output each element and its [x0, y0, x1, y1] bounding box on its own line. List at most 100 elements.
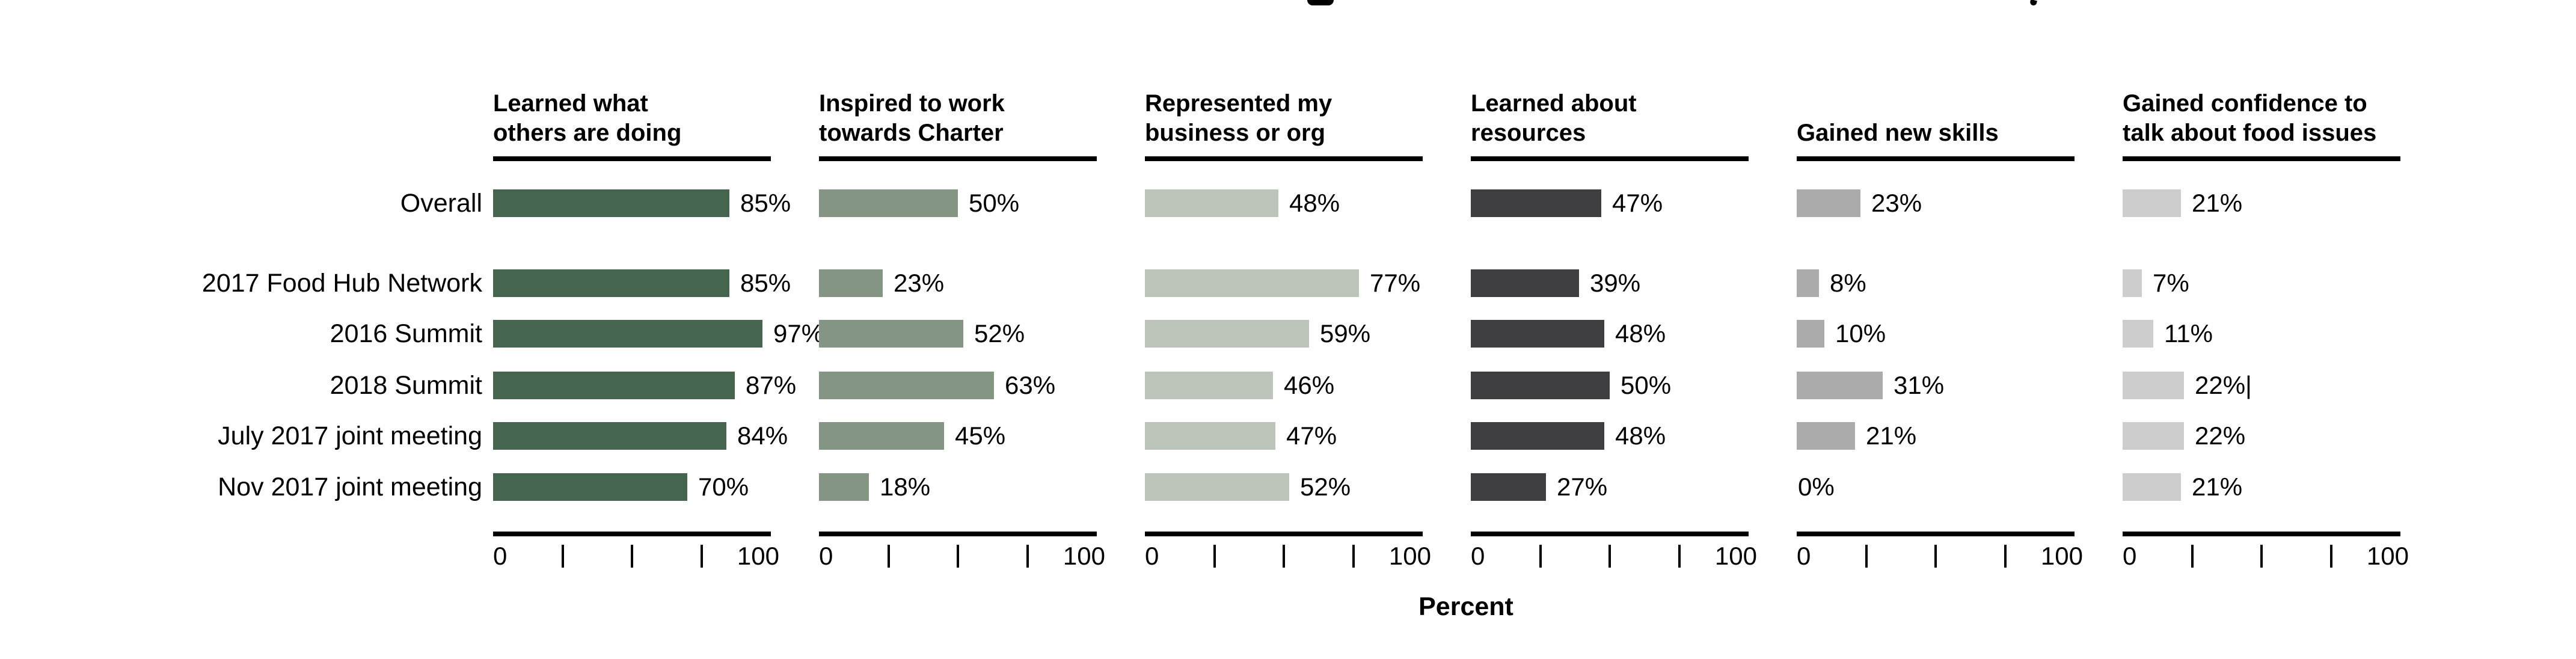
panel-header-line: others are doing: [493, 120, 682, 146]
row-label: Nov 2017 joint meeting: [218, 473, 482, 501]
bar-value-label: 77%: [1370, 269, 1421, 297]
panel-5: Gained new skills 23% 8% 10% 31% 21% 0% 0 100: [1797, 0, 2083, 659]
panel-header-rule: [2123, 156, 2400, 161]
bar-value-label: 21%: [2192, 189, 2243, 217]
panel-header-rule: [819, 156, 1097, 161]
axis-tick: [2004, 545, 2007, 568]
bar-value-label: 23%: [1871, 189, 1922, 217]
axis-line: [493, 532, 771, 536]
axis-line: [1145, 532, 1423, 536]
axis-min-label: 0: [1797, 542, 1811, 570]
bar-value-label: 87%: [746, 371, 797, 399]
panel-6: Gained confidence to talk about food issu…: [2123, 0, 2409, 659]
bar: [1797, 189, 1860, 217]
bar: [1797, 372, 1883, 399]
axis-tick: [1283, 545, 1285, 568]
axis-tick: [562, 545, 564, 568]
bar: [2123, 372, 2184, 399]
panel-header: Learned about resources: [1471, 89, 1856, 148]
bar: [1471, 372, 1610, 399]
bar: [819, 269, 883, 297]
bar: [493, 189, 729, 217]
row-label: 2016 Summit: [330, 319, 482, 348]
bar-value-label: 47%: [1612, 189, 1663, 217]
bar-value-label: 85%: [740, 269, 791, 297]
bar-value-label: 23%: [894, 269, 945, 297]
axis-max-label: 100: [1714, 542, 1757, 570]
axis-tick: [957, 545, 959, 568]
axis-tick: [888, 545, 890, 568]
row-label: Overall: [400, 189, 482, 218]
panel-header-line: Inspired to work: [819, 90, 1005, 117]
axis-min-label: 0: [1471, 542, 1485, 570]
panel-header-line: Gained new skills: [1797, 120, 1999, 146]
row-label: July 2017 joint meeting: [218, 421, 482, 450]
panel-header-line: business or org: [1145, 120, 1326, 146]
bar-value-label: 11%: [2164, 319, 2213, 348]
bar-value-label: 52%: [1300, 473, 1351, 501]
bar-value-label: 27%: [1557, 473, 1608, 501]
axis-max-label: 100: [1388, 542, 1431, 570]
bar-value-label: 70%: [698, 473, 749, 501]
axis-tick: [701, 545, 703, 568]
bar-value-label: 50%: [969, 189, 1020, 217]
bar-value-label: 21%: [2192, 473, 2243, 501]
panel-header: Gained confidence to talk about food issu…: [2123, 89, 2507, 148]
axis-line: [819, 532, 1097, 536]
bar: [1471, 189, 1601, 217]
bar: [493, 422, 726, 450]
axis-max-label: 100: [1063, 542, 1105, 570]
bar: [1797, 422, 1855, 450]
panel-header-rule: [493, 156, 771, 161]
panel-header-line: resources: [1471, 120, 1586, 146]
axis-tick: [1865, 545, 1868, 568]
axis-tick: [1352, 545, 1355, 568]
panel-3: Represented my business or org 48% 77% 59% 46…: [1145, 0, 1431, 659]
bar: [1471, 269, 1579, 297]
bar-value-label: 21%: [1866, 421, 1917, 450]
axis-max-label: 100: [2040, 542, 2083, 570]
axis-tick: [2330, 545, 2332, 568]
bar: [493, 372, 735, 399]
bar-value-label: 22%|: [2195, 371, 2252, 399]
axis-tick: [1026, 545, 1029, 568]
axis-tick: [1213, 545, 1216, 568]
bar-value-label: 31%: [1894, 371, 1945, 399]
bar: [819, 189, 958, 217]
axis-line: [1797, 532, 2075, 536]
bar-value-label: 39%: [1590, 269, 1641, 297]
bar-value-label: 48%: [1615, 319, 1666, 348]
panel-header-line: talk about food issues: [2123, 120, 2377, 146]
axis-tick: [1678, 545, 1681, 568]
bar: [493, 320, 762, 348]
axis-min-label: 0: [819, 542, 833, 570]
panel-header: Learned what others are doing: [493, 89, 878, 148]
panel-1: Learned what others are doing 85% 85% 97% 87%…: [493, 0, 824, 659]
bar-value-label: 46%: [1284, 371, 1335, 399]
bar-value-label: 85%: [740, 189, 791, 217]
bar-value-label: 59%: [1320, 319, 1371, 348]
bar: [2123, 269, 2142, 297]
bar-value-label: 48%: [1289, 189, 1340, 217]
panel-header-rule: [1471, 156, 1749, 161]
panel-header: Gained new skills: [1797, 118, 2182, 148]
panel-header: Inspired to work towards Charter: [819, 89, 1204, 148]
bar: [493, 473, 687, 501]
bar: [493, 269, 729, 297]
bar-value-label: 18%: [880, 473, 931, 501]
panel-4: Learned about resources 47% 39% 48% 50% 48% 27%…: [1471, 0, 1757, 659]
axis-tick: [631, 545, 633, 568]
bar: [1471, 422, 1604, 450]
bar: [2123, 320, 2153, 348]
bar-value-label: 97%: [773, 319, 824, 348]
axis-tick: [1539, 545, 1542, 568]
axis-max-label: 100: [737, 542, 779, 570]
bar-value-label: 50%: [1621, 371, 1672, 399]
axis-line: [1471, 532, 1749, 536]
panel-header-line: Learned what: [493, 90, 648, 117]
bar: [1145, 269, 1359, 297]
bar: [1145, 372, 1273, 399]
panel-header-rule: [1797, 156, 2075, 161]
bar: [819, 422, 944, 450]
